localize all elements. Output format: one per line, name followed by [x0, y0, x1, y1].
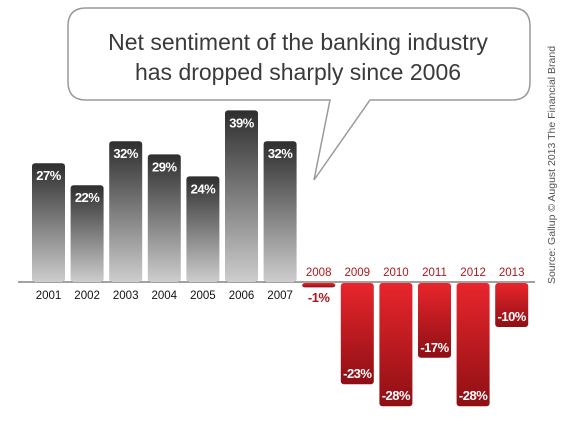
- value-label-2006: 39%: [229, 115, 254, 130]
- value-label-2005: 24%: [191, 181, 216, 196]
- value-label-2013: -10%: [498, 309, 527, 324]
- value-label-2002: 22%: [75, 190, 100, 205]
- tick-label-2004: 2004: [152, 290, 178, 302]
- bars: 27% 2001 22% 2002 32% 2003 29% 2004 24% 2005 39% 20…: [32, 110, 529, 407]
- bar-2012: [456, 283, 490, 407]
- tick-label-2011: 2011: [422, 267, 447, 279]
- tick-label-2009: 2009: [345, 267, 371, 279]
- tick-label-2008: 2008: [306, 267, 332, 279]
- value-label-2004: 29%: [152, 159, 177, 174]
- bar-2013: [495, 283, 529, 327]
- bar-2005: [186, 176, 220, 282]
- tick-label-2002: 2002: [74, 290, 100, 302]
- bar-2002: [70, 185, 104, 282]
- value-label-2012: -28%: [459, 388, 488, 403]
- tick-label-2010: 2010: [383, 267, 409, 279]
- bar-2003: [109, 141, 143, 282]
- callout-line-2: has dropped sharply since 2006: [135, 59, 461, 85]
- source-note: Source: Gallup © August 2013 The Financi…: [546, 46, 558, 284]
- value-label-2001: 27%: [36, 168, 61, 183]
- value-label-2010: -28%: [382, 388, 411, 403]
- tick-label-2013: 2013: [499, 267, 525, 279]
- bar-2001: [32, 163, 65, 282]
- callout-line-1: Net sentiment of the banking industry: [108, 29, 488, 55]
- tick-label-2007: 2007: [267, 290, 293, 302]
- tick-label-2005: 2005: [190, 290, 216, 302]
- bar-2010: [379, 283, 413, 407]
- tick-label-2012: 2012: [460, 267, 486, 279]
- bar-2007: [263, 141, 297, 282]
- bar-2009: [340, 283, 374, 385]
- callout-bubble: [67, 7, 531, 181]
- tick-label-2001: 2001: [36, 290, 62, 302]
- value-label-2008: -1%: [308, 290, 331, 305]
- tick-label-2003: 2003: [113, 290, 139, 302]
- bar-2008: [302, 283, 336, 288]
- value-label-2009: -23%: [343, 366, 372, 381]
- bar-2004: [147, 154, 181, 282]
- tick-label-2006: 2006: [229, 290, 255, 302]
- bar-2006: [225, 110, 258, 283]
- value-label-2007: 32%: [268, 146, 293, 161]
- value-label-2011: -17%: [420, 340, 449, 355]
- value-label-2003: 32%: [113, 146, 138, 161]
- bar-2011: [418, 283, 451, 358]
